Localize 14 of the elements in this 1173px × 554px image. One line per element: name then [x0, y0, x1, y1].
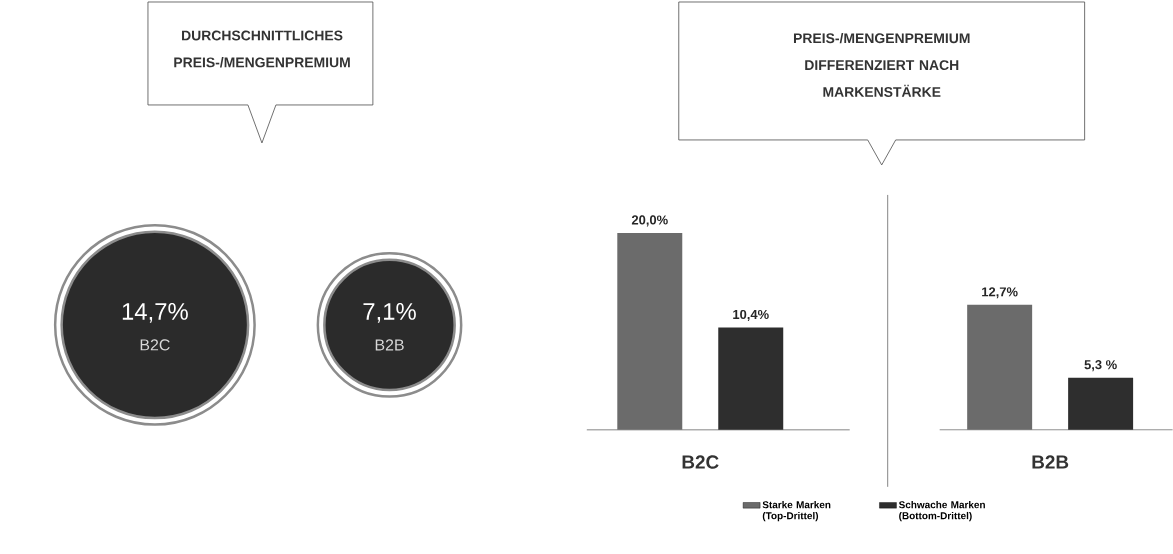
data-label: 7,1%: [363, 303, 416, 323]
bar: [1068, 377, 1134, 430]
text: DURCHSCHNITTLICHES PREIS-/MENGENPREMIUM: [174, 30, 350, 68]
legend-label: Schwache Marken (Bottom-Drittel): [898, 501, 985, 522]
category-label: B2C: [140, 339, 170, 351]
data-label: 20,0%: [631, 215, 668, 227]
chart-title: PREIS-/MENGENPREMIUM DIFFERENZIERT NACH MARKENSTÄRKE: [793, 33, 970, 98]
data-label: 12,7%: [982, 287, 1018, 299]
data-label: 10,4%: [733, 309, 769, 322]
bar: [718, 327, 784, 430]
category-label: B2B: [375, 339, 404, 351]
legend-label: Starke Marken (Top-Drittel): [762, 501, 831, 522]
data-label: 14,7%: [122, 303, 188, 323]
data-label: 5,3 %: [1084, 360, 1117, 372]
